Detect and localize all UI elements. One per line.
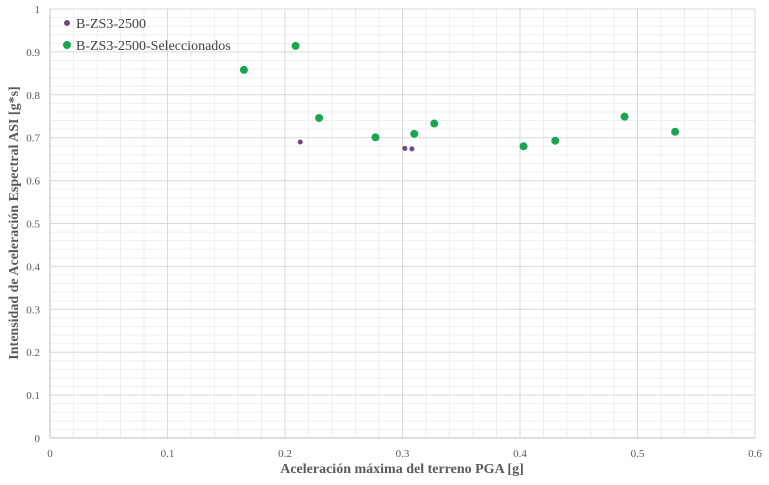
x-tick-label: 0.1 [161,448,175,460]
data-point-series-2 [551,136,560,145]
data-point-series-2 [671,127,680,136]
legend-marker-2 [63,41,71,49]
data-point-series-2 [430,119,439,128]
y-tick-label: 0.4 [26,261,40,273]
data-point-series-1 [409,146,415,152]
y-tick-label: 0.9 [26,47,40,59]
x-tick-label: 0 [47,448,53,460]
axes [49,9,755,439]
major-gridlines [49,8,756,439]
x-tick-label: 0.4 [513,448,527,460]
y-tick-label: 0 [35,433,41,445]
data-point-series-2 [371,133,380,142]
data-point-series-2 [519,142,528,151]
data-point-series-1 [297,139,303,145]
y-tick-label: 0.3 [26,304,40,316]
legend-label-2: B-ZS3-2500-Seleccionados [76,39,231,54]
y-tick-label: 0.2 [26,347,40,359]
x-tick-label: 0.3 [396,448,410,460]
data-point-series-1 [402,145,408,151]
data-point-series-2 [291,41,300,50]
y-tick-label: 0.7 [26,133,40,145]
y-tick-label: 0.8 [26,90,40,102]
x-tick-labels: 0 0.1 0.2 0.3 0.4 0.5 0.6 [47,448,762,460]
data-points [239,41,680,152]
y-tick-label: 0.5 [26,219,40,231]
x-axis-title: Aceleración máxima del terreno PGA [g] [280,462,524,477]
x-tick-label: 0.2 [278,448,292,460]
data-point-series-2 [620,112,629,121]
x-tick-label: 0.5 [631,448,645,460]
y-tick-label: 1 [35,4,41,16]
y-tick-label: 0.1 [26,390,40,402]
legend-marker-1 [64,20,70,26]
y-axis-title: Intensidad de Aceleración Espectral ASI … [7,86,22,359]
data-point-series-2 [315,113,324,122]
x-tick-label: 0.6 [748,448,762,460]
legend: B-ZS3-2500 B-ZS3-2500-Seleccionados [63,17,231,54]
legend-item-1: B-ZS3-2500 [64,17,146,32]
legend-item-2: B-ZS3-2500-Seleccionados [63,39,231,54]
data-point-series-2 [410,129,419,138]
legend-label-1: B-ZS3-2500 [76,17,146,32]
y-tick-labels: 0 0.1 0.2 0.3 0.4 0.5 0.6 0.7 0.8 0.9 1 [26,4,40,445]
y-tick-label: 0.6 [26,176,40,188]
data-point-series-2 [239,65,248,74]
